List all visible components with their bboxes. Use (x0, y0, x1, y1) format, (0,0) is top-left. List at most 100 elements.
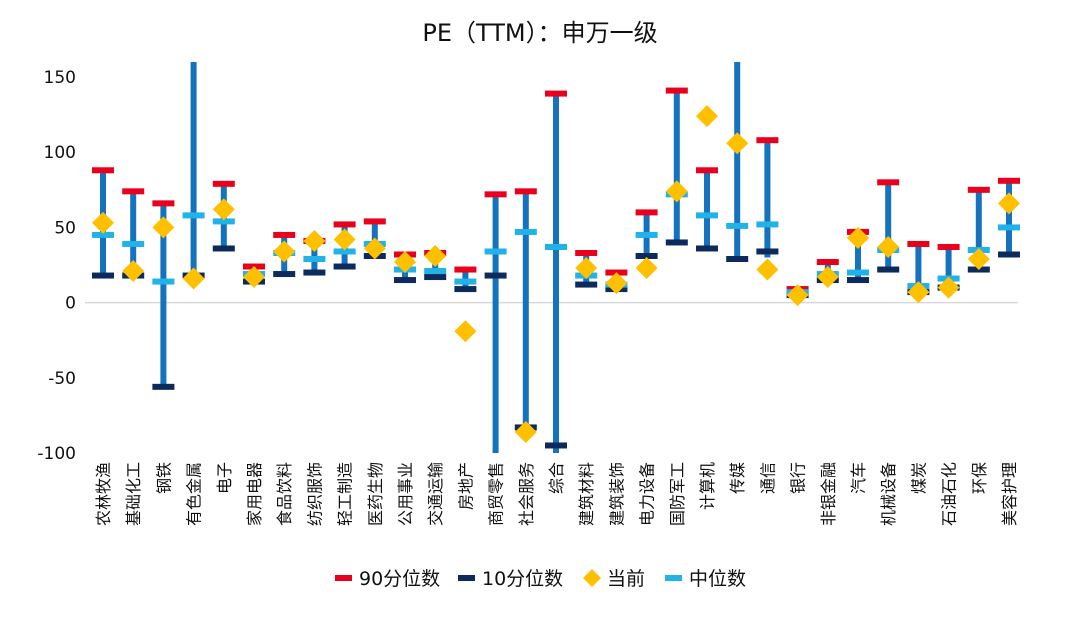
category-group (545, 90, 567, 453)
p90-marker (937, 243, 960, 250)
current-marker (92, 211, 114, 234)
legend-item-median: 中位数 (665, 568, 746, 590)
y-tick-label: 150 (44, 68, 76, 88)
x-category-label: 交通运输 (426, 462, 445, 526)
p10-marker (756, 248, 779, 255)
legend-label: 90分位数 (359, 568, 440, 590)
current-marker (907, 281, 930, 304)
category-group (696, 105, 718, 252)
current-marker (726, 132, 749, 155)
x-category-label: 煤炭 (909, 462, 928, 494)
category-group (635, 209, 658, 280)
category-group (816, 259, 839, 289)
x-category-label: 计算机 (698, 462, 717, 510)
p90-marker (877, 179, 900, 186)
x-category-label: 基础化工 (124, 462, 143, 526)
median-marker (333, 248, 356, 255)
category-group (847, 226, 869, 284)
median-marker (212, 218, 235, 225)
x-axis-categories: 农林牧渔 基础化工 钢铁 有色金属 电子 家用电器 食品饮料 纺织服饰 轻工制造 医药生物 公用事业… (94, 462, 1019, 526)
p90-marker (696, 167, 718, 174)
p10-marker (303, 269, 326, 276)
x-category-label: 综合 (547, 462, 566, 494)
current-marker (696, 105, 718, 128)
category-group (937, 243, 960, 299)
median-marker (545, 243, 567, 250)
median-marker (182, 212, 205, 219)
x-category-label: 电子 (215, 462, 234, 494)
p10-marker (212, 245, 235, 252)
category-group (726, 62, 749, 263)
x-category-label: 汽车 (849, 462, 868, 494)
median-marker (696, 212, 718, 219)
current-marker (212, 198, 235, 221)
median-marker (635, 231, 658, 238)
median-marker (92, 231, 114, 238)
p90-marker (273, 231, 296, 238)
current-marker (967, 248, 990, 271)
median-marker (998, 224, 1020, 231)
x-category-label: 房地产 (456, 462, 475, 510)
y-tick-label: 100 (44, 143, 76, 163)
current-marker (605, 272, 628, 295)
x-category-label: 有色金属 (185, 462, 204, 526)
current-marker (665, 180, 688, 203)
p10-marker (665, 239, 688, 246)
median-marker (726, 222, 749, 229)
legend-swatch (458, 575, 475, 581)
category-group (273, 231, 296, 278)
category-group (454, 266, 477, 343)
legend-item-p90: 90分位数 (335, 568, 440, 590)
median-marker (756, 221, 779, 228)
x-category-label: 环保 (970, 462, 989, 494)
p10-marker (394, 277, 416, 284)
p90-marker (756, 137, 779, 144)
category-group (92, 167, 114, 279)
median-marker (514, 228, 537, 235)
legend-item-current: 当前 (583, 568, 645, 590)
median-marker (454, 278, 477, 285)
y-tick-label: -50 (48, 369, 76, 389)
y-tick-label: -100 (37, 444, 76, 464)
p10-marker (575, 281, 598, 288)
chart-title: PE（TTM）：申万一级 (422, 19, 657, 47)
p10-marker (273, 271, 296, 278)
x-category-label: 石油石化 (940, 462, 959, 526)
category-group (424, 244, 447, 281)
x-category-label: 纺织服饰 (305, 462, 324, 526)
legend-label: 10分位数 (482, 568, 563, 590)
category-group (665, 87, 688, 246)
category-group (998, 177, 1020, 258)
category-group (212, 180, 235, 252)
category-group (394, 251, 416, 284)
legend-swatch (583, 569, 601, 587)
legend-label: 当前 (607, 568, 645, 590)
category-group (514, 188, 537, 443)
y-tick-label: 50 (54, 218, 76, 238)
p10-marker (877, 266, 900, 273)
current-marker (786, 284, 809, 307)
p90-marker (484, 191, 507, 198)
p90-marker (363, 218, 386, 225)
category-group (303, 229, 326, 276)
p10-marker (152, 383, 175, 390)
current-marker (514, 420, 537, 443)
x-category-label: 建筑装饰 (607, 462, 626, 526)
current-marker (273, 240, 296, 263)
category-group (182, 62, 205, 290)
legend-label: 中位数 (689, 568, 746, 590)
p90-marker (967, 186, 990, 193)
p90-marker (152, 200, 175, 207)
category-group (152, 200, 175, 390)
current-marker (756, 258, 779, 281)
x-category-label: 银行 (789, 462, 808, 494)
category-group (243, 263, 265, 289)
x-category-label: 社会服务 (517, 462, 536, 526)
median-marker (152, 278, 175, 285)
median-marker (424, 268, 447, 275)
category-group (605, 269, 628, 295)
median-marker (484, 248, 507, 255)
p10-marker (696, 245, 718, 252)
current-marker (877, 235, 900, 258)
category-group (363, 218, 386, 260)
